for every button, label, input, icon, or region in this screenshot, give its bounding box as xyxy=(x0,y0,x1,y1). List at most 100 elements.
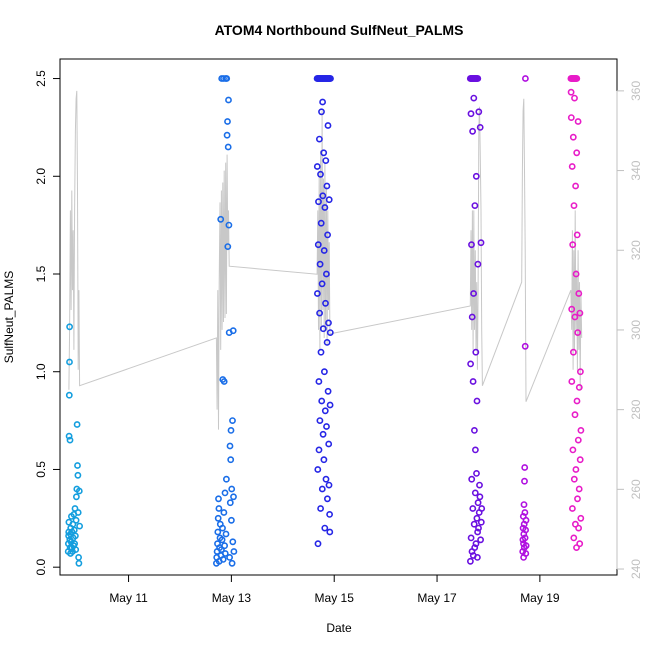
data-point xyxy=(71,540,78,548)
data-point xyxy=(75,554,82,561)
data-point xyxy=(229,417,236,424)
x-tick-label: May 11 xyxy=(109,591,148,605)
data-point xyxy=(572,520,579,528)
data-point xyxy=(575,290,583,297)
data-point xyxy=(522,542,530,550)
data-point xyxy=(73,421,81,428)
y2-tick-label: 320 xyxy=(629,240,643,260)
data-point xyxy=(220,509,228,516)
data-point xyxy=(321,524,329,532)
data-point xyxy=(317,505,324,512)
scatter-group xyxy=(519,75,530,561)
data-point xyxy=(318,397,326,405)
y-tick-label: 2.5 xyxy=(34,70,48,87)
data-point xyxy=(568,305,576,313)
data-point xyxy=(223,75,231,82)
data-point xyxy=(221,550,229,557)
data-point xyxy=(215,505,223,512)
data-point xyxy=(521,477,528,485)
data-point xyxy=(65,391,73,399)
data-point xyxy=(320,368,328,376)
data-point xyxy=(469,378,477,385)
data-point xyxy=(72,546,80,553)
x-axis-label: Date xyxy=(326,621,352,635)
data-point xyxy=(314,540,322,548)
data-point xyxy=(228,485,236,493)
y-axis-right: 240 260 280 300 320 340 360 xyxy=(616,81,643,579)
data-point xyxy=(572,182,579,190)
data-point xyxy=(576,540,584,548)
data-point xyxy=(468,313,476,321)
data-point xyxy=(318,485,326,493)
data-point xyxy=(224,143,232,151)
data-point xyxy=(571,411,579,419)
data-point xyxy=(570,202,578,209)
y2-tick-label: 340 xyxy=(629,160,643,180)
data-point xyxy=(470,290,477,297)
data-point xyxy=(467,534,475,542)
data-point xyxy=(469,127,476,135)
data-point xyxy=(227,426,235,434)
data-point xyxy=(70,526,78,534)
data-point xyxy=(319,325,327,333)
data-point xyxy=(313,163,321,170)
data-point xyxy=(570,534,578,542)
data-point xyxy=(570,348,577,356)
data-point xyxy=(316,260,324,268)
data-point xyxy=(467,110,475,118)
data-point xyxy=(320,149,328,157)
data-point xyxy=(571,94,578,102)
x-tick-label: May 15 xyxy=(315,591,355,605)
data-point xyxy=(219,524,226,532)
data-point xyxy=(472,540,480,548)
data-point xyxy=(573,231,581,239)
y2-tick-label: 300 xyxy=(629,320,643,340)
data-point xyxy=(74,509,82,516)
data-point xyxy=(476,493,484,501)
data-point xyxy=(72,516,80,524)
data-point xyxy=(466,557,474,565)
data-point xyxy=(577,514,585,522)
data-point xyxy=(66,323,73,331)
data-point xyxy=(574,495,581,503)
data-point xyxy=(569,241,577,249)
data-point xyxy=(575,485,583,493)
data-point xyxy=(573,544,580,551)
data-point xyxy=(474,528,481,536)
data-point xyxy=(229,327,237,335)
data-point xyxy=(573,75,581,82)
data-point xyxy=(221,542,228,550)
data-point xyxy=(323,182,331,190)
scatter-group xyxy=(212,75,238,567)
data-point xyxy=(568,163,576,170)
data-point xyxy=(223,131,231,139)
data-point xyxy=(568,378,576,385)
data-point xyxy=(577,426,585,434)
data-point xyxy=(321,407,329,415)
data-point xyxy=(468,475,476,483)
data-point xyxy=(225,96,232,104)
y-axis-label: SulfNeut_PALMS xyxy=(2,271,16,364)
data-point xyxy=(218,536,226,544)
series-line xyxy=(68,90,583,430)
data-point xyxy=(69,520,77,528)
data-point xyxy=(72,532,79,540)
data-point xyxy=(321,204,329,211)
data-point xyxy=(215,495,222,503)
x-tick-label: May 19 xyxy=(520,591,560,605)
x-tick-label: May 13 xyxy=(212,591,252,605)
data-point xyxy=(567,114,575,121)
data-point xyxy=(319,192,327,200)
data-point xyxy=(75,559,83,567)
data-point xyxy=(477,518,485,526)
data-point xyxy=(226,442,234,450)
data-point xyxy=(322,475,330,483)
data-point xyxy=(316,417,324,424)
data-point xyxy=(317,219,325,227)
data-point xyxy=(473,554,481,561)
data-point xyxy=(574,436,582,444)
data-point xyxy=(468,241,475,249)
data-point xyxy=(230,548,238,555)
data-point xyxy=(314,241,322,249)
data-point xyxy=(323,338,331,346)
